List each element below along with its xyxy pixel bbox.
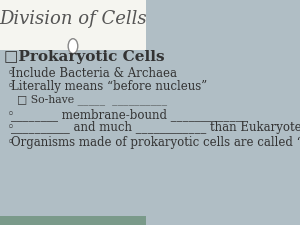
FancyBboxPatch shape xyxy=(0,216,146,225)
Text: Division of Cells: Division of Cells xyxy=(0,10,147,28)
FancyBboxPatch shape xyxy=(0,0,146,50)
Text: ◦: ◦ xyxy=(7,80,14,93)
Text: □Prokaryotic Cells: □Prokaryotic Cells xyxy=(4,50,165,64)
Text: ◦: ◦ xyxy=(7,136,14,149)
Text: Organisms made of prokaryotic cells are called “prokaryotes”: Organisms made of prokaryotic cells are … xyxy=(11,136,300,149)
Text: ◦: ◦ xyxy=(7,108,14,121)
Text: Include Bacteria & Archaea: Include Bacteria & Archaea xyxy=(11,67,177,80)
Text: Literally means “before nucleus”: Literally means “before nucleus” xyxy=(11,80,207,93)
Circle shape xyxy=(68,39,78,54)
Text: ◦: ◦ xyxy=(7,67,14,80)
Text: ◦: ◦ xyxy=(7,121,14,134)
Text: □ So-have _____  __________: □ So-have _____ __________ xyxy=(17,95,167,106)
Text: ________ membrane-bound ____________: ________ membrane-bound ____________ xyxy=(11,108,241,121)
Text: __________ and much ____________ than Eukaryotes: __________ and much ____________ than Eu… xyxy=(11,121,300,134)
